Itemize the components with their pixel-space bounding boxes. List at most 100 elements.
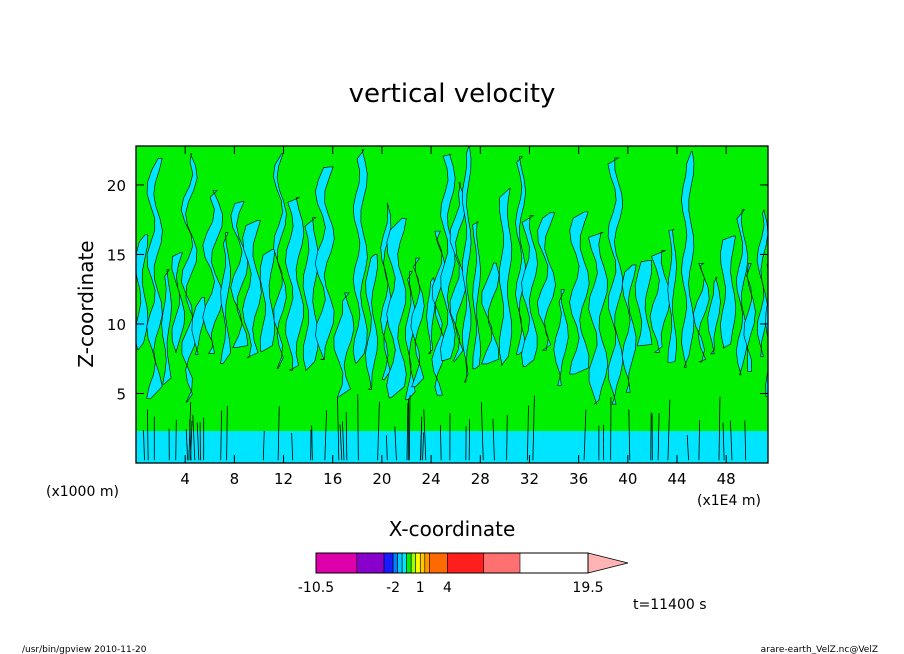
colorbar-segment [424, 552, 430, 574]
downdraft-region [146, 158, 163, 399]
contour-line [698, 420, 701, 461]
contour-line [190, 420, 193, 461]
boundary-layer-band [136, 404, 768, 432]
downdraft-region [386, 218, 407, 399]
y-axis-ticks: 5 10 15 20 [107, 177, 768, 403]
contour-line [196, 422, 200, 461]
downdraft-region [285, 197, 305, 371]
contour-line [185, 429, 189, 461]
contour-line [324, 410, 328, 461]
colorbar-tick-label: 4 [443, 580, 452, 596]
colorbar-segment [410, 552, 417, 574]
y-unit-label: (x1000 m) [46, 484, 119, 500]
contour-line [147, 409, 149, 461]
x-axis-label: X-coordinate [389, 517, 516, 541]
footer-left: /usr/bin/gpview 2010-11-20 [22, 645, 147, 654]
contour-line [226, 405, 228, 461]
downdraft-region [230, 201, 249, 348]
x-tick-label: 24 [422, 470, 441, 488]
downdraft-region [707, 277, 721, 355]
downdraft-region [191, 297, 206, 355]
contour-line [480, 402, 484, 461]
x-tick-label: 12 [274, 470, 293, 488]
downdraft-region [693, 262, 710, 363]
contour-line [506, 414, 508, 461]
footer-right: arare-earth_VelZ.nc@VelZ [761, 645, 878, 654]
colorbar-segment [397, 552, 403, 574]
colorbar-segment [383, 552, 394, 574]
downdraft-region [743, 263, 756, 372]
colorbar-tick-labels: -10.5 -2 1 4 19.5 [298, 580, 604, 596]
downdraft-region [440, 153, 456, 361]
contour-line [377, 401, 380, 461]
colorbar-tick-label: -10.5 [298, 580, 334, 596]
colorbar-segment [356, 552, 385, 574]
downdraft-region [273, 153, 287, 369]
contour-line [342, 421, 345, 461]
downdraft-region [472, 221, 481, 370]
downdraft-region [410, 257, 425, 388]
downdraft-region [537, 212, 556, 351]
contour-line [386, 435, 388, 461]
downdraft-region [607, 157, 624, 405]
downdraft-region [136, 234, 149, 351]
downdraft-region [521, 215, 538, 367]
colorbar-segment [392, 552, 398, 574]
colorbar-segment [415, 552, 421, 574]
downdraft-region [649, 250, 671, 353]
colorbar-tick-label: -2 [386, 580, 400, 596]
colorbar-segment [406, 552, 412, 574]
contour-line [408, 395, 411, 461]
y-tick-label: 10 [107, 316, 126, 334]
colorbar-tick-label: 1 [416, 580, 425, 596]
colorbar-segment [483, 552, 521, 574]
contour-line [220, 410, 222, 461]
contour-line [277, 406, 280, 461]
y-axis-label: Z-coordinate [74, 240, 98, 367]
contour-line [440, 425, 442, 461]
contour-line [730, 420, 733, 461]
contour-line [532, 395, 535, 461]
x-tick-label: 32 [520, 470, 539, 488]
downdraft-region [259, 249, 276, 352]
colorbar-segment [447, 552, 485, 574]
y-tick-label: 15 [107, 246, 126, 264]
downdraft-region [171, 252, 185, 353]
downdraft-region [667, 229, 677, 363]
colorbar-frame [315, 552, 589, 574]
downdraft-region [302, 217, 320, 371]
downdraft-region [365, 254, 378, 390]
x-tick-label: 4 [180, 470, 190, 488]
colorbar-segment [401, 552, 407, 574]
contour-line [262, 430, 265, 461]
colorbar-extend-arrow [587, 552, 629, 574]
downdraft-region [569, 211, 590, 375]
downdraft-region [333, 292, 355, 398]
downdraft-region [352, 149, 368, 364]
downdraft-region [553, 289, 569, 386]
downdraft-region [220, 232, 231, 364]
downdraft-region [242, 220, 262, 358]
colorbar-segment [315, 552, 358, 574]
downdraft-region [720, 235, 737, 349]
contour-line [175, 419, 177, 461]
contour-line [420, 421, 423, 461]
plot-frame [135, 145, 769, 464]
x-tick-label: 16 [323, 470, 342, 488]
downdraft-region [634, 260, 653, 347]
contour-line [526, 405, 529, 461]
colorbar-segment [419, 552, 426, 574]
contour-line [339, 424, 343, 461]
colorbar-segment [429, 552, 448, 574]
contour-line [667, 399, 671, 461]
contour-line [192, 414, 196, 461]
contour-line [718, 396, 721, 461]
contour-line [345, 411, 348, 461]
contour-line [628, 409, 631, 461]
contour-line [657, 413, 660, 461]
contour-line [422, 432, 425, 461]
contour-line [492, 418, 495, 461]
contour-line [188, 401, 192, 461]
contour-line [357, 394, 359, 461]
chart-title: vertical velocity [349, 79, 556, 109]
